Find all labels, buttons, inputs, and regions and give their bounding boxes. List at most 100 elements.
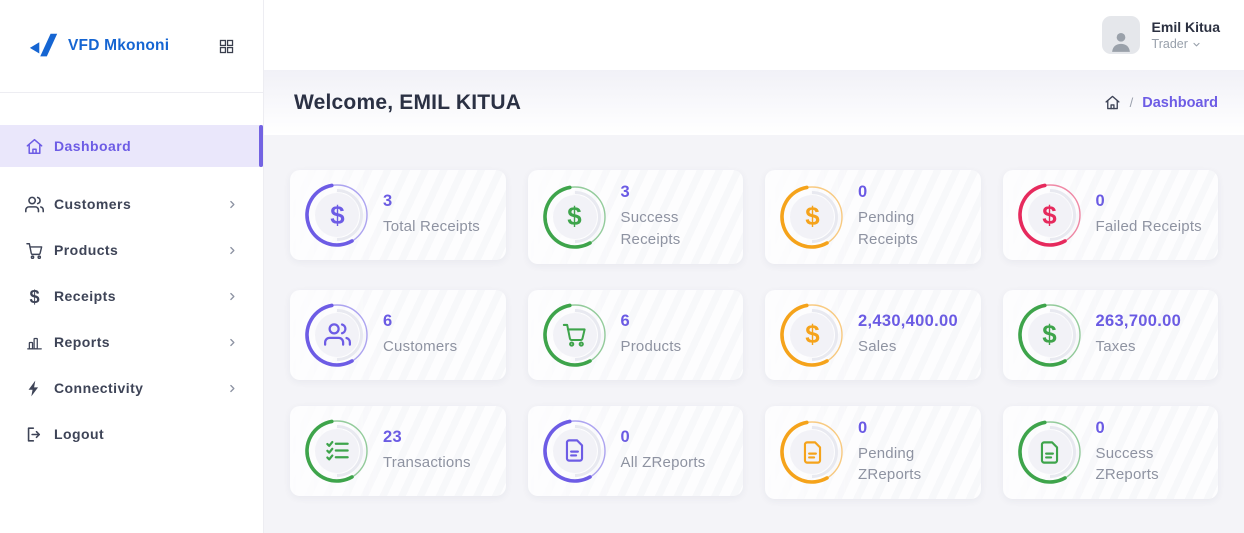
user-name: Emil Kitua <box>1151 19 1220 35</box>
progress-ring <box>780 420 843 484</box>
user-meta: Emil Kitua Trader <box>1152 19 1220 51</box>
logout-icon <box>25 425 44 444</box>
card-icon-ring <box>1017 420 1082 484</box>
chevron-right-icon <box>226 382 239 395</box>
sidebar-item-products[interactable]: Products <box>0 227 263 273</box>
stat-value: 0 <box>1095 418 1105 437</box>
bar-chart-icon <box>25 333 44 352</box>
topbar: Emil Kitua Trader <box>264 0 1244 70</box>
card-icon-ring <box>780 185 844 249</box>
breadcrumb-current[interactable]: Dashboard <box>1142 94 1218 111</box>
card-customers: 6 Customers <box>290 289 506 380</box>
stat-value: 263,700.00 <box>1095 311 1182 330</box>
dollar-icon <box>1018 303 1082 367</box>
sidebar-item-reports[interactable]: Reports <box>0 319 263 365</box>
dollar-icon <box>780 185 844 249</box>
stat-label: Transactions <box>383 453 471 471</box>
cart-icon <box>25 241 44 260</box>
sidebar-header: VFD Mkononi <box>0 0 263 93</box>
breadcrumb: / Dashboard <box>1104 94 1218 111</box>
stat-label: Failed Receipts <box>1095 218 1202 236</box>
sidebar-item-label: Receipts <box>54 288 116 304</box>
breadcrumb-separator: / <box>1129 95 1134 110</box>
chevron-down-icon <box>1191 39 1202 50</box>
stat-label: Total Receipts <box>383 218 481 236</box>
stat-label: Sales <box>858 337 897 355</box>
sidebar-item-label: Customers <box>54 196 132 212</box>
chevron-right-icon <box>226 336 239 349</box>
apps-grid-button[interactable] <box>216 36 237 57</box>
home-icon[interactable] <box>1104 94 1121 111</box>
stat-label: Pending Receipts <box>858 209 918 248</box>
card-icon-ring <box>305 303 369 367</box>
card-success-receipts: 3 Success Receipts <box>527 170 743 264</box>
sidebar-item-dashboard[interactable]: Dashboard <box>0 125 263 167</box>
checklist-icon <box>305 419 369 483</box>
stat-label: Customers <box>383 337 458 355</box>
stat-label: Success ZReports <box>1095 444 1159 484</box>
stat-value: 0 <box>858 418 868 437</box>
stat-value: 6 <box>620 311 630 330</box>
sidebar-item-logout[interactable]: Logout <box>0 411 263 457</box>
card-icon-ring <box>305 183 369 247</box>
sidebar-item-customers[interactable]: Customers <box>0 181 263 227</box>
chevron-right-icon <box>226 198 239 211</box>
sidebar-item-label: Reports <box>54 334 111 350</box>
stat-value: 0 <box>1095 192 1105 211</box>
card-icon-ring <box>305 419 369 483</box>
home-icon <box>25 137 44 156</box>
chevron-right-icon <box>226 244 239 257</box>
dollar-icon <box>780 303 844 367</box>
user-menu[interactable]: Emil Kitua Trader <box>1101 16 1220 54</box>
card-icon-ring <box>780 420 844 484</box>
sidebar-item-label: Logout <box>54 426 105 442</box>
stat-label: Pending ZReports <box>858 444 922 484</box>
card-all-zreports: 0 All ZReports <box>527 405 743 496</box>
sidebar-item-label: Products <box>54 242 119 258</box>
dollar-icon <box>25 287 44 306</box>
sidebar-nav: Dashboard Customers Products Receipts <box>0 93 263 457</box>
stat-value: 0 <box>858 183 868 201</box>
brand-logo-icon <box>29 33 58 57</box>
bolt-icon <box>25 379 44 398</box>
brand-logo[interactable]: VFD Mkononi <box>28 31 169 61</box>
stat-value: 23 <box>383 427 402 446</box>
card-icon-ring <box>1017 303 1082 367</box>
sidebar: VFD Mkononi Dashboard Customers Products <box>0 0 264 533</box>
avatar <box>1101 16 1140 54</box>
main-area: Emil Kitua Trader Welcome, EMIL KITUA / … <box>264 0 1244 533</box>
card-failed-receipts: 0 Failed Receipts <box>1002 170 1218 260</box>
stat-value: 2,430,400.00 <box>858 311 958 330</box>
card-icon-ring <box>1017 183 1082 247</box>
users-icon <box>305 303 369 367</box>
card-taxes: 263,700.00 Taxes <box>1002 289 1218 380</box>
dollar-icon <box>1018 183 1082 247</box>
dollar-icon <box>305 183 369 247</box>
welcome-bar: Welcome, EMIL KITUA / Dashboard <box>264 70 1244 135</box>
card-pending-zreports: 0 Pending ZReports <box>765 405 981 499</box>
card-sales: 2,430,400.00 Sales <box>765 289 981 380</box>
progress-ring <box>1017 303 1081 367</box>
card-icon-ring <box>542 303 607 367</box>
document-icon <box>780 420 844 484</box>
document-icon <box>1018 420 1082 484</box>
stat-value: 0 <box>620 427 630 446</box>
dollar-icon <box>543 185 607 249</box>
stat-label: Products <box>620 337 682 355</box>
chevron-right-icon <box>226 290 239 303</box>
sidebar-item-label: Dashboard <box>54 138 132 154</box>
brand-name: VFD Mkononi <box>68 37 170 54</box>
sidebar-item-receipts[interactable]: Receipts <box>0 273 263 319</box>
card-transactions: 23 Transactions <box>290 405 506 496</box>
content: 3 Total Receipts 3 Success Receipts <box>264 135 1244 533</box>
stats-cards-grid: 3 Total Receipts 3 Success Receipts <box>290 170 1218 499</box>
card-products: 6 Products <box>527 289 743 380</box>
stat-label: Success Receipts <box>620 209 681 248</box>
person-icon <box>1108 28 1134 54</box>
progress-ring <box>305 303 368 367</box>
cart-icon <box>543 303 607 367</box>
card-total-receipts: 3 Total Receipts <box>290 170 506 260</box>
card-icon-ring <box>780 303 844 367</box>
sidebar-item-connectivity[interactable]: Connectivity <box>0 365 263 411</box>
card-icon-ring <box>542 185 607 249</box>
